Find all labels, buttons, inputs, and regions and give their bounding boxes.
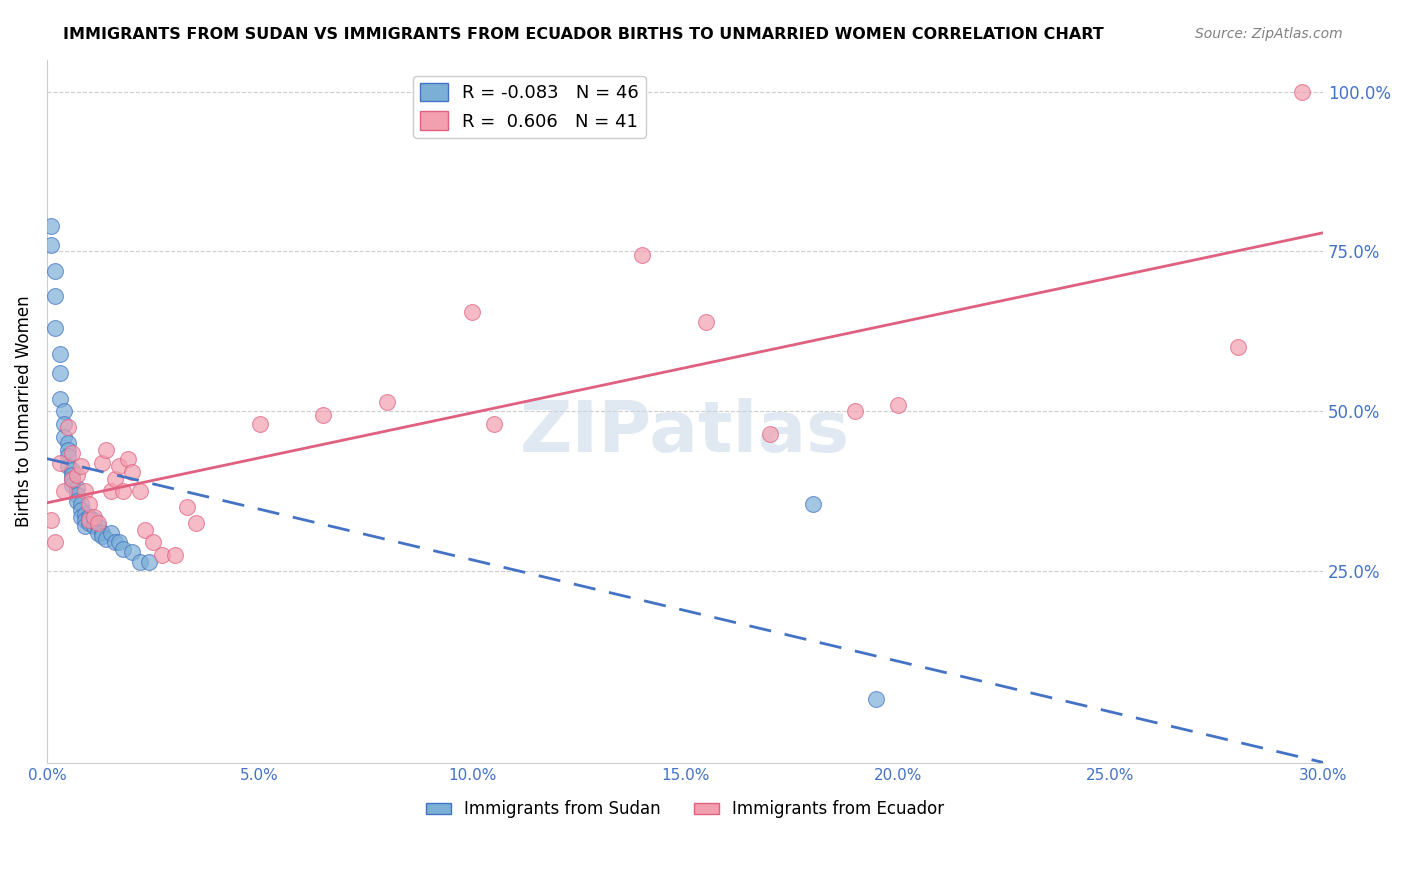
Point <box>87 519 110 533</box>
Point <box>39 219 62 233</box>
Point <box>134 523 156 537</box>
Point <box>79 497 101 511</box>
Point <box>142 535 165 549</box>
Point <box>112 541 135 556</box>
Point <box>87 525 110 540</box>
Point <box>108 458 131 473</box>
Point <box>138 555 160 569</box>
Point <box>56 449 79 463</box>
Point <box>461 305 484 319</box>
Point <box>66 468 89 483</box>
Point <box>39 238 62 252</box>
Point <box>184 516 207 531</box>
Point <box>66 481 89 495</box>
Point <box>52 417 75 432</box>
Point <box>79 509 101 524</box>
Text: Source: ZipAtlas.com: Source: ZipAtlas.com <box>1195 27 1343 41</box>
Point <box>44 289 66 303</box>
Point <box>100 484 122 499</box>
Point <box>62 471 84 485</box>
Point <box>70 503 93 517</box>
Point <box>62 463 84 477</box>
Text: IMMIGRANTS FROM SUDAN VS IMMIGRANTS FROM ECUADOR BIRTHS TO UNMARRIED WOMEN CORRE: IMMIGRANTS FROM SUDAN VS IMMIGRANTS FROM… <box>63 27 1104 42</box>
Point <box>79 516 101 531</box>
Point <box>121 545 143 559</box>
Point <box>75 484 97 499</box>
Point <box>62 468 84 483</box>
Point <box>62 478 84 492</box>
Point <box>91 456 114 470</box>
Point <box>75 519 97 533</box>
Point <box>75 507 97 521</box>
Point <box>62 446 84 460</box>
Point <box>886 398 908 412</box>
Point <box>375 394 398 409</box>
Point <box>176 500 198 515</box>
Point <box>70 497 93 511</box>
Point <box>48 392 70 406</box>
Point <box>56 420 79 434</box>
Point <box>163 548 186 562</box>
Point <box>52 430 75 444</box>
Point <box>91 529 114 543</box>
Point <box>56 436 79 450</box>
Point <box>482 417 505 432</box>
Point <box>44 535 66 549</box>
Point <box>104 471 127 485</box>
Point <box>759 426 782 441</box>
Point <box>104 535 127 549</box>
Point <box>1227 340 1250 354</box>
Point <box>44 263 66 277</box>
Point <box>83 513 105 527</box>
Point <box>631 248 654 262</box>
Point <box>70 509 93 524</box>
Point <box>70 458 93 473</box>
Text: ZIPatlas: ZIPatlas <box>520 398 851 467</box>
Point <box>56 442 79 457</box>
Point <box>87 516 110 531</box>
Point <box>121 465 143 479</box>
Point <box>117 452 139 467</box>
Point <box>62 471 84 485</box>
Point <box>100 525 122 540</box>
Point <box>96 442 118 457</box>
Point <box>52 404 75 418</box>
Point <box>48 456 70 470</box>
Point <box>312 408 335 422</box>
Point <box>129 555 152 569</box>
Y-axis label: Births to Unmarried Women: Births to Unmarried Women <box>15 295 32 527</box>
Point <box>44 321 66 335</box>
Point <box>865 692 887 706</box>
Point <box>249 417 271 432</box>
Point <box>96 533 118 547</box>
Point <box>695 315 717 329</box>
Point <box>48 347 70 361</box>
Point <box>39 513 62 527</box>
Point <box>66 487 89 501</box>
Point <box>112 484 135 499</box>
Point <box>108 535 131 549</box>
Legend: Immigrants from Sudan, Immigrants from Ecuador: Immigrants from Sudan, Immigrants from E… <box>419 794 950 825</box>
Point <box>66 494 89 508</box>
Point <box>48 366 70 380</box>
Point <box>844 404 866 418</box>
Point <box>91 525 114 540</box>
Point <box>83 509 105 524</box>
Point <box>801 497 824 511</box>
Point <box>79 513 101 527</box>
Point <box>1291 85 1313 99</box>
Point <box>150 548 173 562</box>
Point <box>129 484 152 499</box>
Point <box>75 513 97 527</box>
Point <box>56 458 79 473</box>
Point <box>83 519 105 533</box>
Point <box>52 484 75 499</box>
